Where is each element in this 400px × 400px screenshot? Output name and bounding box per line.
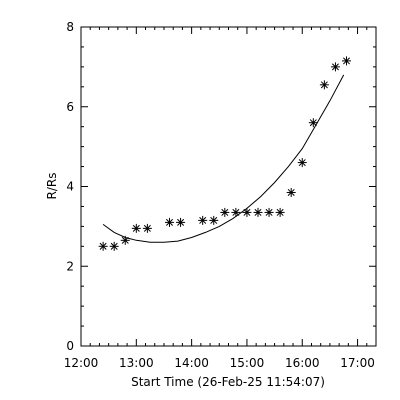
data-point: [120, 235, 130, 245]
data-point: [165, 217, 174, 227]
data-point: [330, 62, 340, 72]
data-point: [131, 223, 141, 233]
data-point: [198, 215, 208, 225]
data-point: [308, 118, 318, 128]
x-tick-label: 16:00: [285, 356, 320, 370]
x-tick-label: 13:00: [119, 356, 154, 370]
plot-frame: [80, 26, 377, 347]
data-point: [242, 207, 252, 217]
x-axis: 12:00 13:00 14:00 15:00 16:00 17:00: [64, 27, 375, 370]
data-points: [98, 56, 351, 251]
y-axis: 0 2 4 6 8: [66, 20, 376, 353]
y-tick-label: 6: [66, 100, 74, 114]
x-tick-label: 14:00: [174, 356, 209, 370]
x-tick-label: 12:00: [64, 356, 99, 370]
y-tick-label: 0: [66, 339, 74, 353]
data-point: [264, 207, 274, 217]
y-axis-label: R/Rs: [45, 173, 59, 200]
data-point: [342, 56, 351, 66]
data-point: [253, 207, 263, 217]
x-tick-label: 17:00: [340, 356, 375, 370]
y-tick-label: 2: [66, 259, 74, 273]
x-axis-label: Start Time (26-Feb-25 11:54:07): [131, 375, 325, 389]
data-point: [220, 207, 230, 217]
data-point: [176, 217, 186, 227]
x-tick-label: 15:00: [230, 356, 265, 370]
y-tick-label: 4: [66, 180, 74, 194]
data-point: [142, 223, 152, 233]
data-point: [231, 207, 241, 217]
fit-curve: [102, 74, 345, 243]
data-point: [109, 241, 119, 251]
data-point: [319, 80, 329, 90]
data-point: [297, 158, 307, 168]
data-point: [98, 241, 108, 251]
data-point: [209, 215, 219, 225]
data-point: [275, 207, 285, 217]
data-point: [286, 187, 296, 197]
y-tick-label: 8: [66, 20, 74, 34]
